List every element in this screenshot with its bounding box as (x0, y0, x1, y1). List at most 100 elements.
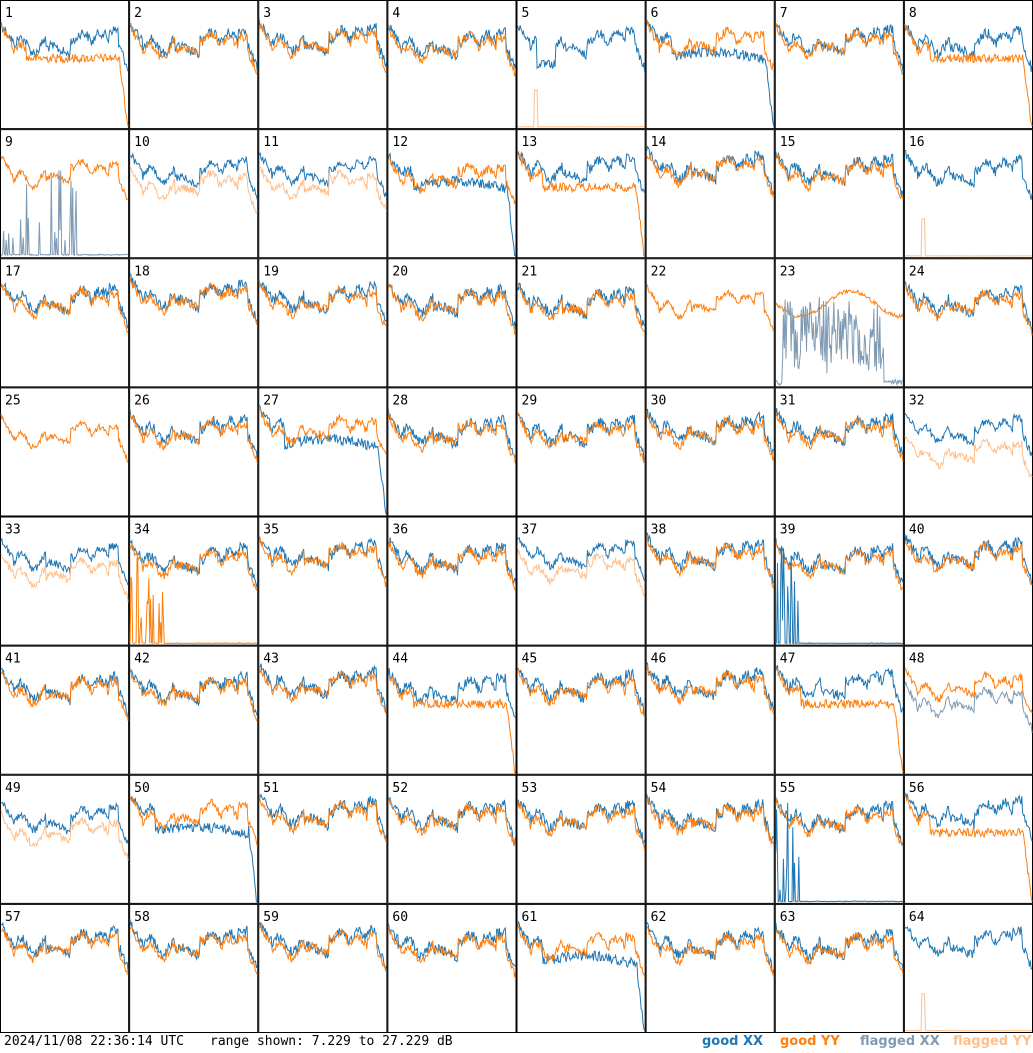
tile-label: 24 (909, 264, 925, 279)
spectrum-line (129, 165, 258, 214)
tile-52: 52 (387, 774, 517, 904)
tile-frame (129, 903, 259, 1033)
tile-1: 1 (0, 0, 130, 130)
spectrum-line (646, 666, 775, 715)
spectrum-line (517, 546, 646, 597)
tile-47: 47 (774, 645, 904, 775)
tile-18: 18 (129, 258, 259, 388)
spectrum-line (775, 23, 904, 75)
tile-label: 3 (263, 6, 271, 21)
spectrum-line (0, 155, 129, 201)
tile-label: 46 (651, 652, 667, 667)
spectrum-line (517, 150, 646, 194)
spectrum-line (517, 413, 646, 462)
tile-30: 30 (645, 387, 775, 517)
spectrum-line (0, 809, 129, 861)
spectrum-line (904, 149, 1033, 200)
tile-frame (258, 645, 388, 775)
spectrum-line (904, 993, 1032, 1032)
spectrum-line (904, 218, 1033, 257)
spectrum-line (775, 798, 904, 846)
tile-frame (516, 516, 646, 646)
spectrum-line (129, 23, 258, 72)
tile-frame (129, 0, 259, 130)
spectrum-line (0, 801, 129, 845)
spectrum-line (129, 414, 258, 464)
spectrum-line (387, 24, 516, 77)
spectrum-line (258, 23, 387, 74)
spectrum-line (0, 538, 129, 586)
tile-label: 18 (134, 264, 150, 279)
spectrum-line (775, 541, 903, 591)
tile-frame (129, 645, 259, 775)
legend-good-xx: good XX (702, 1034, 764, 1049)
tile-25: 25 (0, 387, 130, 517)
tile-13: 13 (516, 129, 646, 259)
tile-frame (903, 0, 1033, 130)
spectrum-line (646, 19, 775, 71)
tile-label: 20 (392, 264, 408, 279)
tile-label: 38 (651, 523, 667, 538)
tile-label: 6 (651, 6, 659, 21)
spectrum-line (646, 284, 775, 333)
spectrum-line (517, 25, 646, 72)
spectrum-line (258, 537, 387, 587)
tile-frame (129, 258, 259, 388)
spectrum-line (517, 89, 645, 128)
tile-6: 6 (645, 0, 775, 130)
spectrum-line (517, 668, 645, 715)
tile-4: 4 (387, 0, 517, 130)
tile-34: 34 (129, 516, 259, 646)
tile-label: 29 (522, 393, 538, 408)
spectrum-line (646, 154, 775, 198)
tile-label: 33 (5, 523, 21, 538)
spectrum-line (387, 283, 516, 336)
tile-61: 61 (516, 903, 646, 1033)
range-shown: range shown: 7.229 to 27.229 dB (210, 1034, 453, 1049)
tile-35: 35 (258, 516, 388, 646)
tile-frame (645, 387, 775, 517)
spectrum-line (904, 681, 1033, 733)
tile-label: 7 (780, 6, 788, 21)
tile-36: 36 (387, 516, 517, 646)
tile-label: 41 (5, 652, 21, 667)
tile-label: 52 (392, 781, 408, 796)
tile-31: 31 (774, 387, 904, 517)
tile-32: 32 (903, 387, 1033, 517)
tile-29: 29 (516, 387, 646, 517)
tile-15: 15 (774, 129, 904, 259)
tile-14: 14 (645, 129, 775, 259)
tile-frame (0, 903, 130, 1033)
tile-frame (645, 516, 775, 646)
spectrum-line (129, 795, 258, 903)
tile-frame (774, 903, 904, 1033)
tile-51: 51 (258, 774, 388, 904)
tile-42: 42 (129, 645, 259, 775)
tile-label: 27 (263, 393, 279, 408)
tile-frame (774, 774, 904, 904)
tile-44: 44 (387, 645, 517, 775)
spectrum-line (904, 435, 1033, 479)
tile-5: 5 (516, 0, 646, 130)
spectrum-line (775, 288, 904, 319)
tile-label: 63 (780, 910, 796, 925)
tile-frame (0, 258, 130, 388)
spectrum-line (904, 926, 1033, 970)
tile-57: 57 (0, 903, 130, 1033)
tile-label: 35 (263, 523, 279, 538)
spectrum-line (387, 926, 516, 978)
tile-label: 49 (5, 781, 21, 796)
spectrum-line (775, 537, 904, 583)
tile-label: 36 (392, 523, 408, 538)
tile-64: 64 (903, 903, 1033, 1033)
tile-62: 62 (645, 903, 775, 1033)
tile-frame (129, 774, 259, 904)
spectrum-line (258, 166, 387, 212)
spectrum-line (0, 283, 129, 334)
spectrum-line (258, 924, 387, 973)
tile-frame (516, 0, 646, 130)
tile-label: 59 (263, 910, 279, 925)
tile-frame (0, 516, 130, 646)
tile-38: 38 (645, 516, 775, 646)
tile-55: 55 (774, 774, 904, 904)
